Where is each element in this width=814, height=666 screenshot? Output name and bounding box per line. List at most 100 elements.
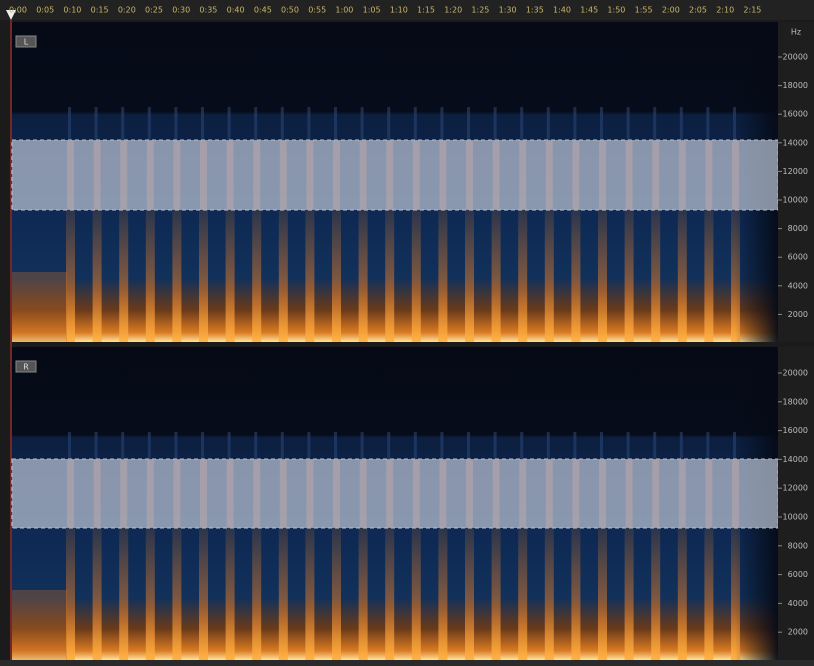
- time-label: 0:05: [36, 6, 54, 15]
- spectral-stripe: [252, 210, 262, 342]
- spectral-stripe: [201, 107, 204, 140]
- selection-stripe: [359, 460, 367, 527]
- spectral-stripe: [172, 210, 182, 342]
- selection-stripe: [333, 141, 340, 209]
- spectral-stripe: [174, 432, 178, 459]
- spectral-stripe: [332, 210, 341, 342]
- time-label: 1:40: [553, 6, 571, 15]
- spectral-stripe: [704, 210, 714, 342]
- spectral-stripe: [544, 528, 554, 660]
- time-label: 1:15: [417, 6, 435, 15]
- spectral-stripe: [227, 432, 231, 459]
- spectral-stripe: [334, 432, 337, 459]
- spectral-stripe: [600, 432, 603, 459]
- spectral-stripe: [92, 528, 102, 660]
- selection-stripe: [519, 141, 527, 209]
- spectral-stripe: [440, 107, 444, 140]
- selection-stripe: [386, 141, 394, 209]
- selection-stripe: [200, 141, 207, 209]
- selection-stripe: [279, 460, 287, 527]
- spectral-stripe: [651, 528, 661, 660]
- selection-stripe: [333, 460, 340, 527]
- selection-stripe: [492, 141, 500, 209]
- freq-label: 4000: [788, 599, 808, 608]
- selection-stripe: [226, 460, 234, 527]
- freq-label: 4000: [788, 281, 808, 290]
- selection-stripe: [439, 141, 447, 209]
- spectral-stripe: [491, 528, 501, 660]
- selection-stripe: [120, 141, 128, 209]
- spectral-stripe: [465, 210, 474, 342]
- spectral-stripe: [626, 107, 630, 140]
- time-label: 0:55: [308, 6, 326, 15]
- spectral-stripe: [653, 432, 657, 459]
- time-label: 0:50: [281, 6, 299, 15]
- spectral-stripe: [571, 210, 581, 342]
- scrollbar[interactable]: [0, 660, 814, 666]
- time-label: 0:30: [172, 6, 190, 15]
- spectral-stripe: [145, 528, 155, 660]
- playhead[interactable]: [6, 10, 16, 20]
- channel-badge[interactable]: [15, 35, 37, 48]
- selection-stripe: [93, 460, 101, 527]
- channel-panel: R 20000 18000 16000 14000 12000 10000 8000 6000 4…: [11, 347, 814, 660]
- freq-label: 12000: [783, 484, 808, 493]
- spectral-stripe: [334, 107, 337, 140]
- freq-label: 8000: [788, 541, 808, 550]
- spectral-stripe: [677, 528, 687, 660]
- spectral-stripe: [651, 210, 661, 342]
- time-label: 1:25: [471, 6, 489, 15]
- spectral-stripe: [121, 107, 125, 140]
- spectral-stripe: [573, 432, 577, 459]
- time-label: 0:40: [227, 6, 245, 15]
- time-label: 1:10: [390, 6, 408, 15]
- time-label: 1:05: [363, 6, 381, 15]
- selection-stripe: [705, 460, 713, 527]
- spectral-stripe: [360, 432, 364, 459]
- freq-label: 20000: [783, 369, 808, 378]
- spectral-stripe: [411, 528, 421, 660]
- spectral-stripe: [358, 528, 368, 660]
- time-label: 1:45: [580, 6, 598, 15]
- spectral-stripe: [225, 528, 235, 660]
- spectral-stripe: [385, 528, 395, 660]
- channel-badge[interactable]: [15, 360, 37, 373]
- time-label: 2:15: [743, 6, 761, 15]
- spectral-stripe: [520, 107, 524, 140]
- freq-label: 10000: [783, 513, 808, 522]
- selection-stripe: [306, 141, 314, 209]
- spectral-stripe: [172, 528, 182, 660]
- spectral-stripe: [679, 107, 683, 140]
- time-label: 0:45: [254, 6, 272, 15]
- spectral-stripe: [520, 432, 524, 459]
- spectral-stripe: [199, 210, 208, 342]
- spectral-stripe: [387, 107, 391, 140]
- channel-label: R: [23, 363, 29, 372]
- time-label: 2:10: [716, 6, 734, 15]
- spectral-stripe: [706, 432, 710, 459]
- time-label: 1:55: [635, 6, 653, 15]
- spectral-stripe: [626, 432, 630, 459]
- selection-stripe: [146, 460, 154, 527]
- spectral-stripe: [679, 432, 683, 459]
- spectral-stripe: [332, 528, 341, 660]
- spectral-stripe: [147, 432, 151, 459]
- freq-unit: Hz: [791, 28, 801, 37]
- freq-label: 10000: [783, 196, 808, 205]
- freq-label: 12000: [783, 167, 808, 176]
- axis-column: [778, 347, 814, 660]
- selection-stripe: [386, 460, 394, 527]
- selection-stripe: [253, 141, 261, 209]
- freq-label: 6000: [788, 570, 808, 579]
- spectral-stripe: [174, 107, 178, 140]
- selection-stripe: [545, 141, 553, 209]
- spectral-stripe: [733, 432, 736, 459]
- spectral-stripe: [467, 107, 470, 140]
- freq-label: 16000: [783, 110, 808, 119]
- time-label: 0:15: [91, 6, 109, 15]
- spectral-stripe: [413, 107, 417, 140]
- spectral-stripe: [145, 210, 155, 342]
- spectral-stripe: [518, 210, 528, 342]
- selection-stripe: [519, 460, 527, 527]
